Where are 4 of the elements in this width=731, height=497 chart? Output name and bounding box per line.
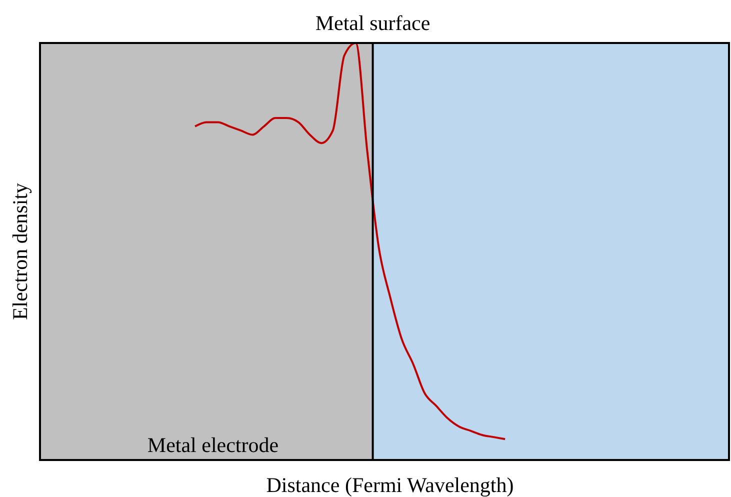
x-axis-title: Distance (Fermi Wavelength) bbox=[266, 473, 514, 497]
y-axis-title: Electron density bbox=[8, 182, 32, 320]
chart-title: Metal surface bbox=[315, 11, 430, 35]
annotation: Metal electrode bbox=[147, 433, 279, 457]
